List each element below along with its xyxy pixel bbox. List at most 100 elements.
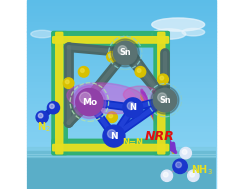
Circle shape <box>107 112 117 122</box>
Bar <box>27 107 216 110</box>
Text: Sn: Sn <box>159 96 171 105</box>
Bar <box>27 126 216 129</box>
Bar <box>27 3 216 6</box>
Ellipse shape <box>78 85 135 104</box>
Bar <box>27 35 216 38</box>
Bar <box>27 117 216 120</box>
Bar <box>27 167 216 170</box>
Circle shape <box>107 51 117 62</box>
Bar <box>27 183 216 186</box>
Circle shape <box>88 97 98 107</box>
Ellipse shape <box>182 28 205 36</box>
Bar <box>27 0 216 3</box>
Bar <box>27 22 216 25</box>
Circle shape <box>65 80 69 84</box>
Bar <box>27 148 216 151</box>
Bar <box>27 69 216 72</box>
Circle shape <box>182 149 187 154</box>
Bar <box>27 85 216 88</box>
Bar <box>27 57 216 60</box>
Bar <box>27 98 216 101</box>
FancyBboxPatch shape <box>154 32 169 155</box>
Circle shape <box>90 99 94 103</box>
Circle shape <box>107 130 116 138</box>
Bar <box>27 145 216 148</box>
Circle shape <box>50 104 54 108</box>
Bar <box>27 63 216 66</box>
Circle shape <box>158 74 168 85</box>
Circle shape <box>173 159 187 174</box>
Bar <box>27 129 216 132</box>
Bar <box>27 25 216 28</box>
Bar <box>27 53 216 57</box>
FancyBboxPatch shape <box>53 37 169 43</box>
Bar <box>27 79 216 82</box>
Ellipse shape <box>31 30 53 38</box>
Ellipse shape <box>152 18 205 31</box>
Text: N: N <box>110 132 118 141</box>
Bar <box>27 60 216 63</box>
FancyBboxPatch shape <box>53 144 169 151</box>
Bar <box>27 170 216 173</box>
Circle shape <box>118 46 127 55</box>
Circle shape <box>38 113 43 118</box>
Text: N=N: N=N <box>122 138 143 147</box>
Ellipse shape <box>67 83 146 114</box>
Bar <box>27 176 216 180</box>
Circle shape <box>111 39 139 67</box>
Bar <box>27 82 216 85</box>
Bar <box>27 13 216 16</box>
Bar <box>27 32 216 35</box>
Circle shape <box>160 76 164 80</box>
Text: NRR: NRR <box>144 130 174 143</box>
Circle shape <box>80 69 84 72</box>
Bar <box>27 6 216 9</box>
Bar <box>27 154 216 157</box>
Bar <box>27 19 216 22</box>
Circle shape <box>158 93 167 102</box>
Circle shape <box>188 170 199 181</box>
Circle shape <box>190 172 195 177</box>
Circle shape <box>176 162 182 168</box>
Circle shape <box>78 67 89 77</box>
Text: Sn: Sn <box>120 48 131 57</box>
Bar <box>27 157 216 161</box>
Circle shape <box>63 78 74 88</box>
Circle shape <box>36 111 48 123</box>
Circle shape <box>113 41 137 65</box>
Bar <box>27 66 216 69</box>
Bar <box>27 94 216 98</box>
Circle shape <box>73 86 106 119</box>
Circle shape <box>137 69 141 72</box>
Bar <box>27 47 216 50</box>
Circle shape <box>163 172 168 177</box>
Circle shape <box>151 86 179 114</box>
Text: N$_2$: N$_2$ <box>37 120 51 134</box>
Bar <box>27 139 216 142</box>
Bar <box>27 72 216 76</box>
Circle shape <box>109 53 113 57</box>
Bar <box>27 110 216 113</box>
Circle shape <box>76 88 103 116</box>
Bar <box>27 50 216 53</box>
Bar <box>27 164 216 167</box>
Circle shape <box>135 67 146 77</box>
FancyBboxPatch shape <box>52 139 169 155</box>
Text: N: N <box>129 103 136 112</box>
Bar <box>27 120 216 123</box>
Bar <box>27 101 216 104</box>
Bar <box>27 123 216 126</box>
FancyBboxPatch shape <box>56 32 63 154</box>
Circle shape <box>161 170 173 181</box>
Bar <box>27 38 216 41</box>
Bar <box>27 132 216 136</box>
Circle shape <box>103 125 125 147</box>
Bar <box>27 142 216 145</box>
Bar <box>27 113 216 117</box>
Bar <box>27 9 216 13</box>
Circle shape <box>180 147 191 159</box>
Text: Mo: Mo <box>82 98 97 107</box>
Circle shape <box>79 92 91 104</box>
Bar <box>27 91 216 94</box>
FancyBboxPatch shape <box>158 32 165 154</box>
